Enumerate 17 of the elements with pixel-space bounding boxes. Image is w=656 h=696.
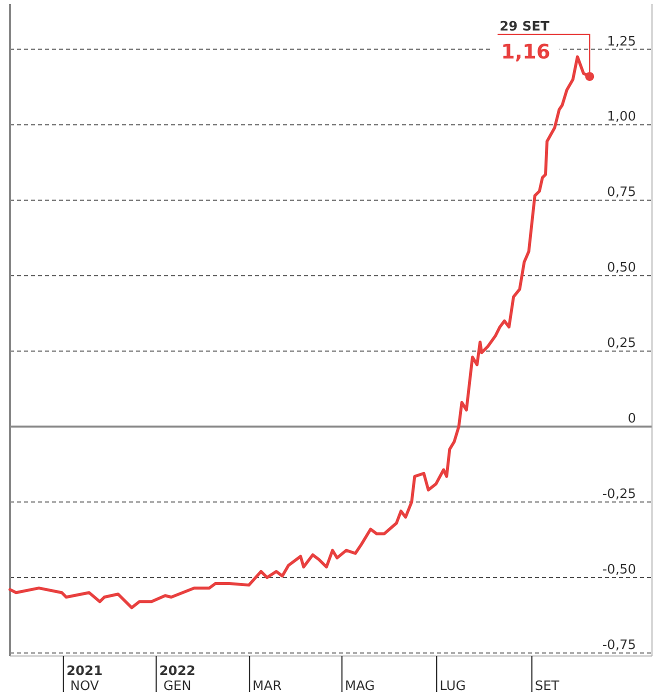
annotation: 29 SET [500, 19, 550, 34]
x-tick-label: MAR [252, 679, 282, 694]
x-tick-label: SET [534, 679, 560, 694]
x-tick-label: LUG [440, 679, 466, 694]
y-tick-label: 0,25 [607, 336, 636, 352]
y-tick-label: 1,00 [607, 110, 636, 125]
y-tick-label: 1,25 [607, 34, 636, 50]
x-tick-label: 2022 GEN [159, 664, 196, 694]
y-tick-label: -0,50 [602, 562, 636, 578]
x-tick-label: MAG [344, 679, 375, 694]
x-tick-label: 2021 NOV [66, 664, 103, 694]
y-tick-label: -0,25 [602, 487, 636, 502]
y-tick-label: -0,75 [602, 638, 636, 653]
annotation: 1,16 [500, 39, 550, 64]
y-tick-label: 0 [628, 412, 636, 427]
y-tick-label: 0,50 [607, 260, 636, 276]
y-tick-label: 0,75 [607, 185, 636, 200]
